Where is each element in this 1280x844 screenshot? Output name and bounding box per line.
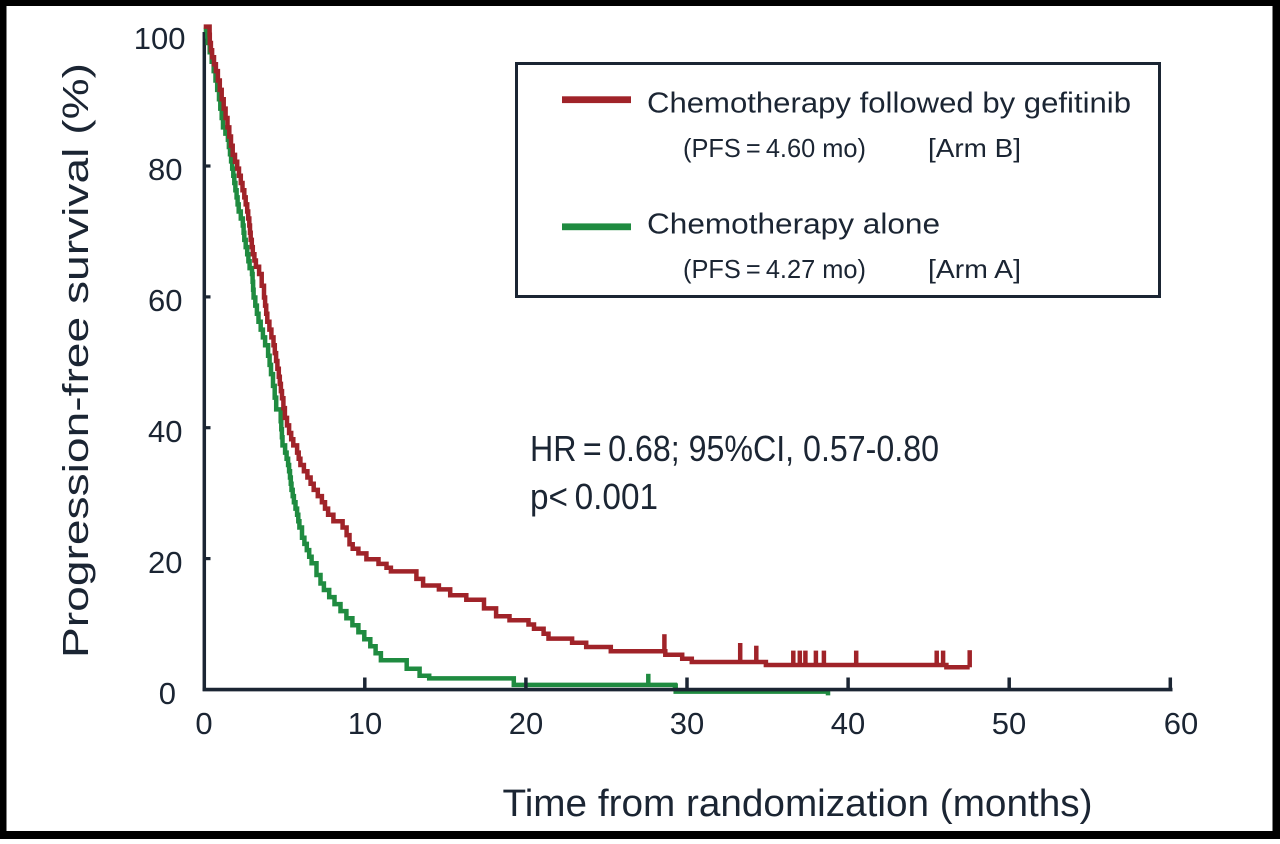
svg-text:Chemotherapy alone: Chemotherapy alone <box>647 209 940 241</box>
svg-text:60: 60 <box>1164 706 1198 741</box>
svg-text:Time from randomization (month: Time from randomization (months) <box>503 783 1093 825</box>
svg-text:0: 0 <box>159 676 176 711</box>
svg-text:0: 0 <box>195 706 212 741</box>
svg-text:30: 30 <box>670 706 704 741</box>
svg-text:Chemotherapy followed by gefit: Chemotherapy followed by gefitinib <box>647 88 1131 120</box>
svg-text:40: 40 <box>148 414 182 449</box>
svg-text:40: 40 <box>831 706 865 741</box>
svg-text:80: 80 <box>148 152 182 187</box>
svg-text:100: 100 <box>134 21 186 56</box>
svg-text:HR = 0.68; 95%CI, 0.57-0.80: HR = 0.68; 95%CI, 0.57-0.80 <box>530 428 939 469</box>
svg-text:60: 60 <box>148 283 182 318</box>
svg-text:20: 20 <box>148 545 182 580</box>
svg-text:[Arm B]: [Arm B] <box>928 133 1021 163</box>
svg-text:p< 0.001: p< 0.001 <box>530 476 658 517</box>
svg-text:[Arm A]: [Arm A] <box>928 254 1021 284</box>
svg-text:(PFS = 4.60 mo): (PFS = 4.60 mo) <box>683 133 866 163</box>
svg-text:50: 50 <box>992 706 1026 741</box>
svg-text:20: 20 <box>509 706 543 741</box>
svg-text:(PFS = 4.27 mo): (PFS = 4.27 mo) <box>683 254 866 284</box>
svg-text:Progression-free survival (%): Progression-free survival (%) <box>55 63 96 658</box>
svg-text:10: 10 <box>348 706 382 741</box>
